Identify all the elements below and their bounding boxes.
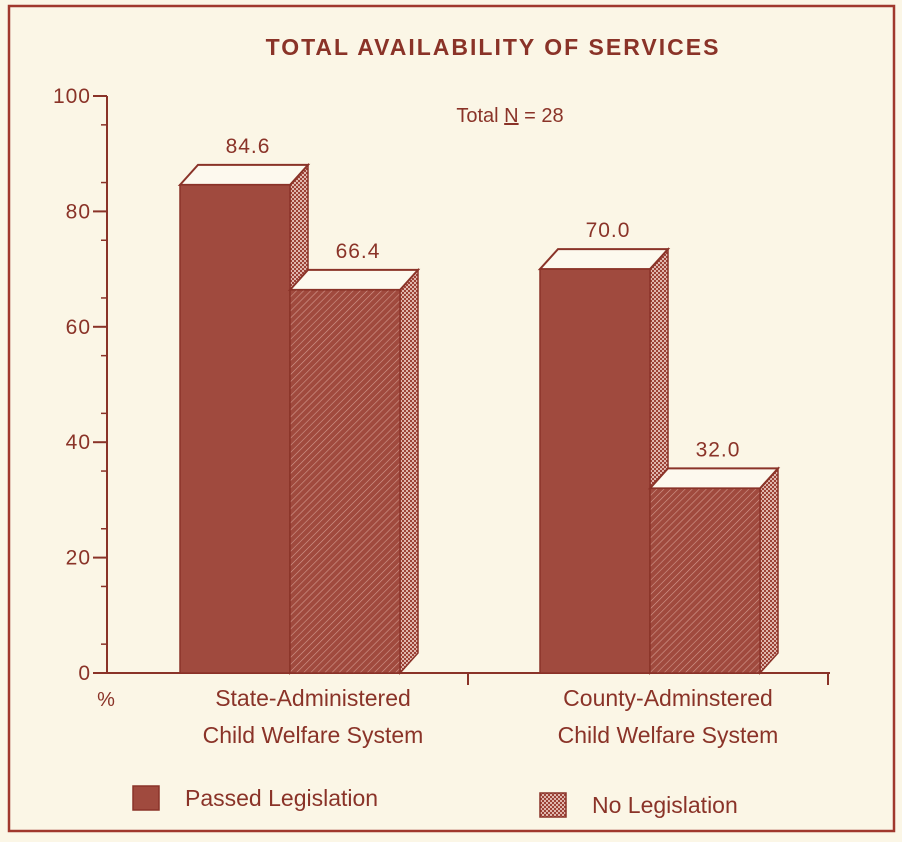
bars (177, 162, 781, 675)
bar-value-label: 66.4 (336, 240, 381, 263)
bar-top (177, 163, 311, 186)
bar-top (537, 248, 671, 271)
sample-size-suffix: = 28 (519, 105, 564, 127)
chart-frame (7, 4, 896, 833)
y-tick-label: 20 (66, 547, 91, 570)
y-tick-label: 100 (53, 85, 91, 108)
bar (649, 487, 761, 674)
bar (179, 184, 291, 674)
legend: Passed Legislation No Legislation (132, 785, 738, 818)
legend-label: No Legislation (592, 792, 738, 818)
y-tick-label: 60 (66, 316, 91, 339)
category-label: County-Adminstered (563, 685, 773, 711)
y-tick-label: 0 (78, 662, 91, 685)
legend-swatch (539, 792, 567, 818)
y-axis-label: % (97, 689, 115, 711)
bar-value-label: 32.0 (696, 438, 741, 461)
category-label: Child Welfare System (558, 722, 779, 748)
bar-top (647, 467, 781, 490)
bar-side (399, 267, 419, 675)
sample-size-prefix: Total (456, 105, 504, 127)
value-labels: 84.6 70.0 66.4 32.0 (226, 135, 741, 462)
bar (289, 289, 401, 674)
bar-value-label: 84.6 (226, 135, 271, 158)
legend-swatch (132, 785, 160, 811)
sample-size-annotation: Total N = 28 (456, 105, 563, 127)
bar (539, 268, 651, 674)
axes: 0 20 40 60 80 100 (53, 85, 830, 685)
bar-side (759, 466, 779, 675)
legend-label: Passed Legislation (185, 785, 378, 811)
y-tick-label: 40 (66, 431, 91, 454)
y-tick-label: 80 (66, 200, 91, 223)
bar-value-label: 70.0 (586, 219, 631, 242)
sample-size-symbol: N (504, 105, 518, 127)
category-label: Child Welfare System (203, 722, 424, 748)
chart-title: TOTAL AVAILABILITY OF SERVICES (266, 34, 721, 60)
category-labels: State-Administered Child Welfare System Co… (203, 685, 779, 748)
category-label: State-Administered (215, 685, 411, 711)
bar-top (287, 268, 421, 291)
